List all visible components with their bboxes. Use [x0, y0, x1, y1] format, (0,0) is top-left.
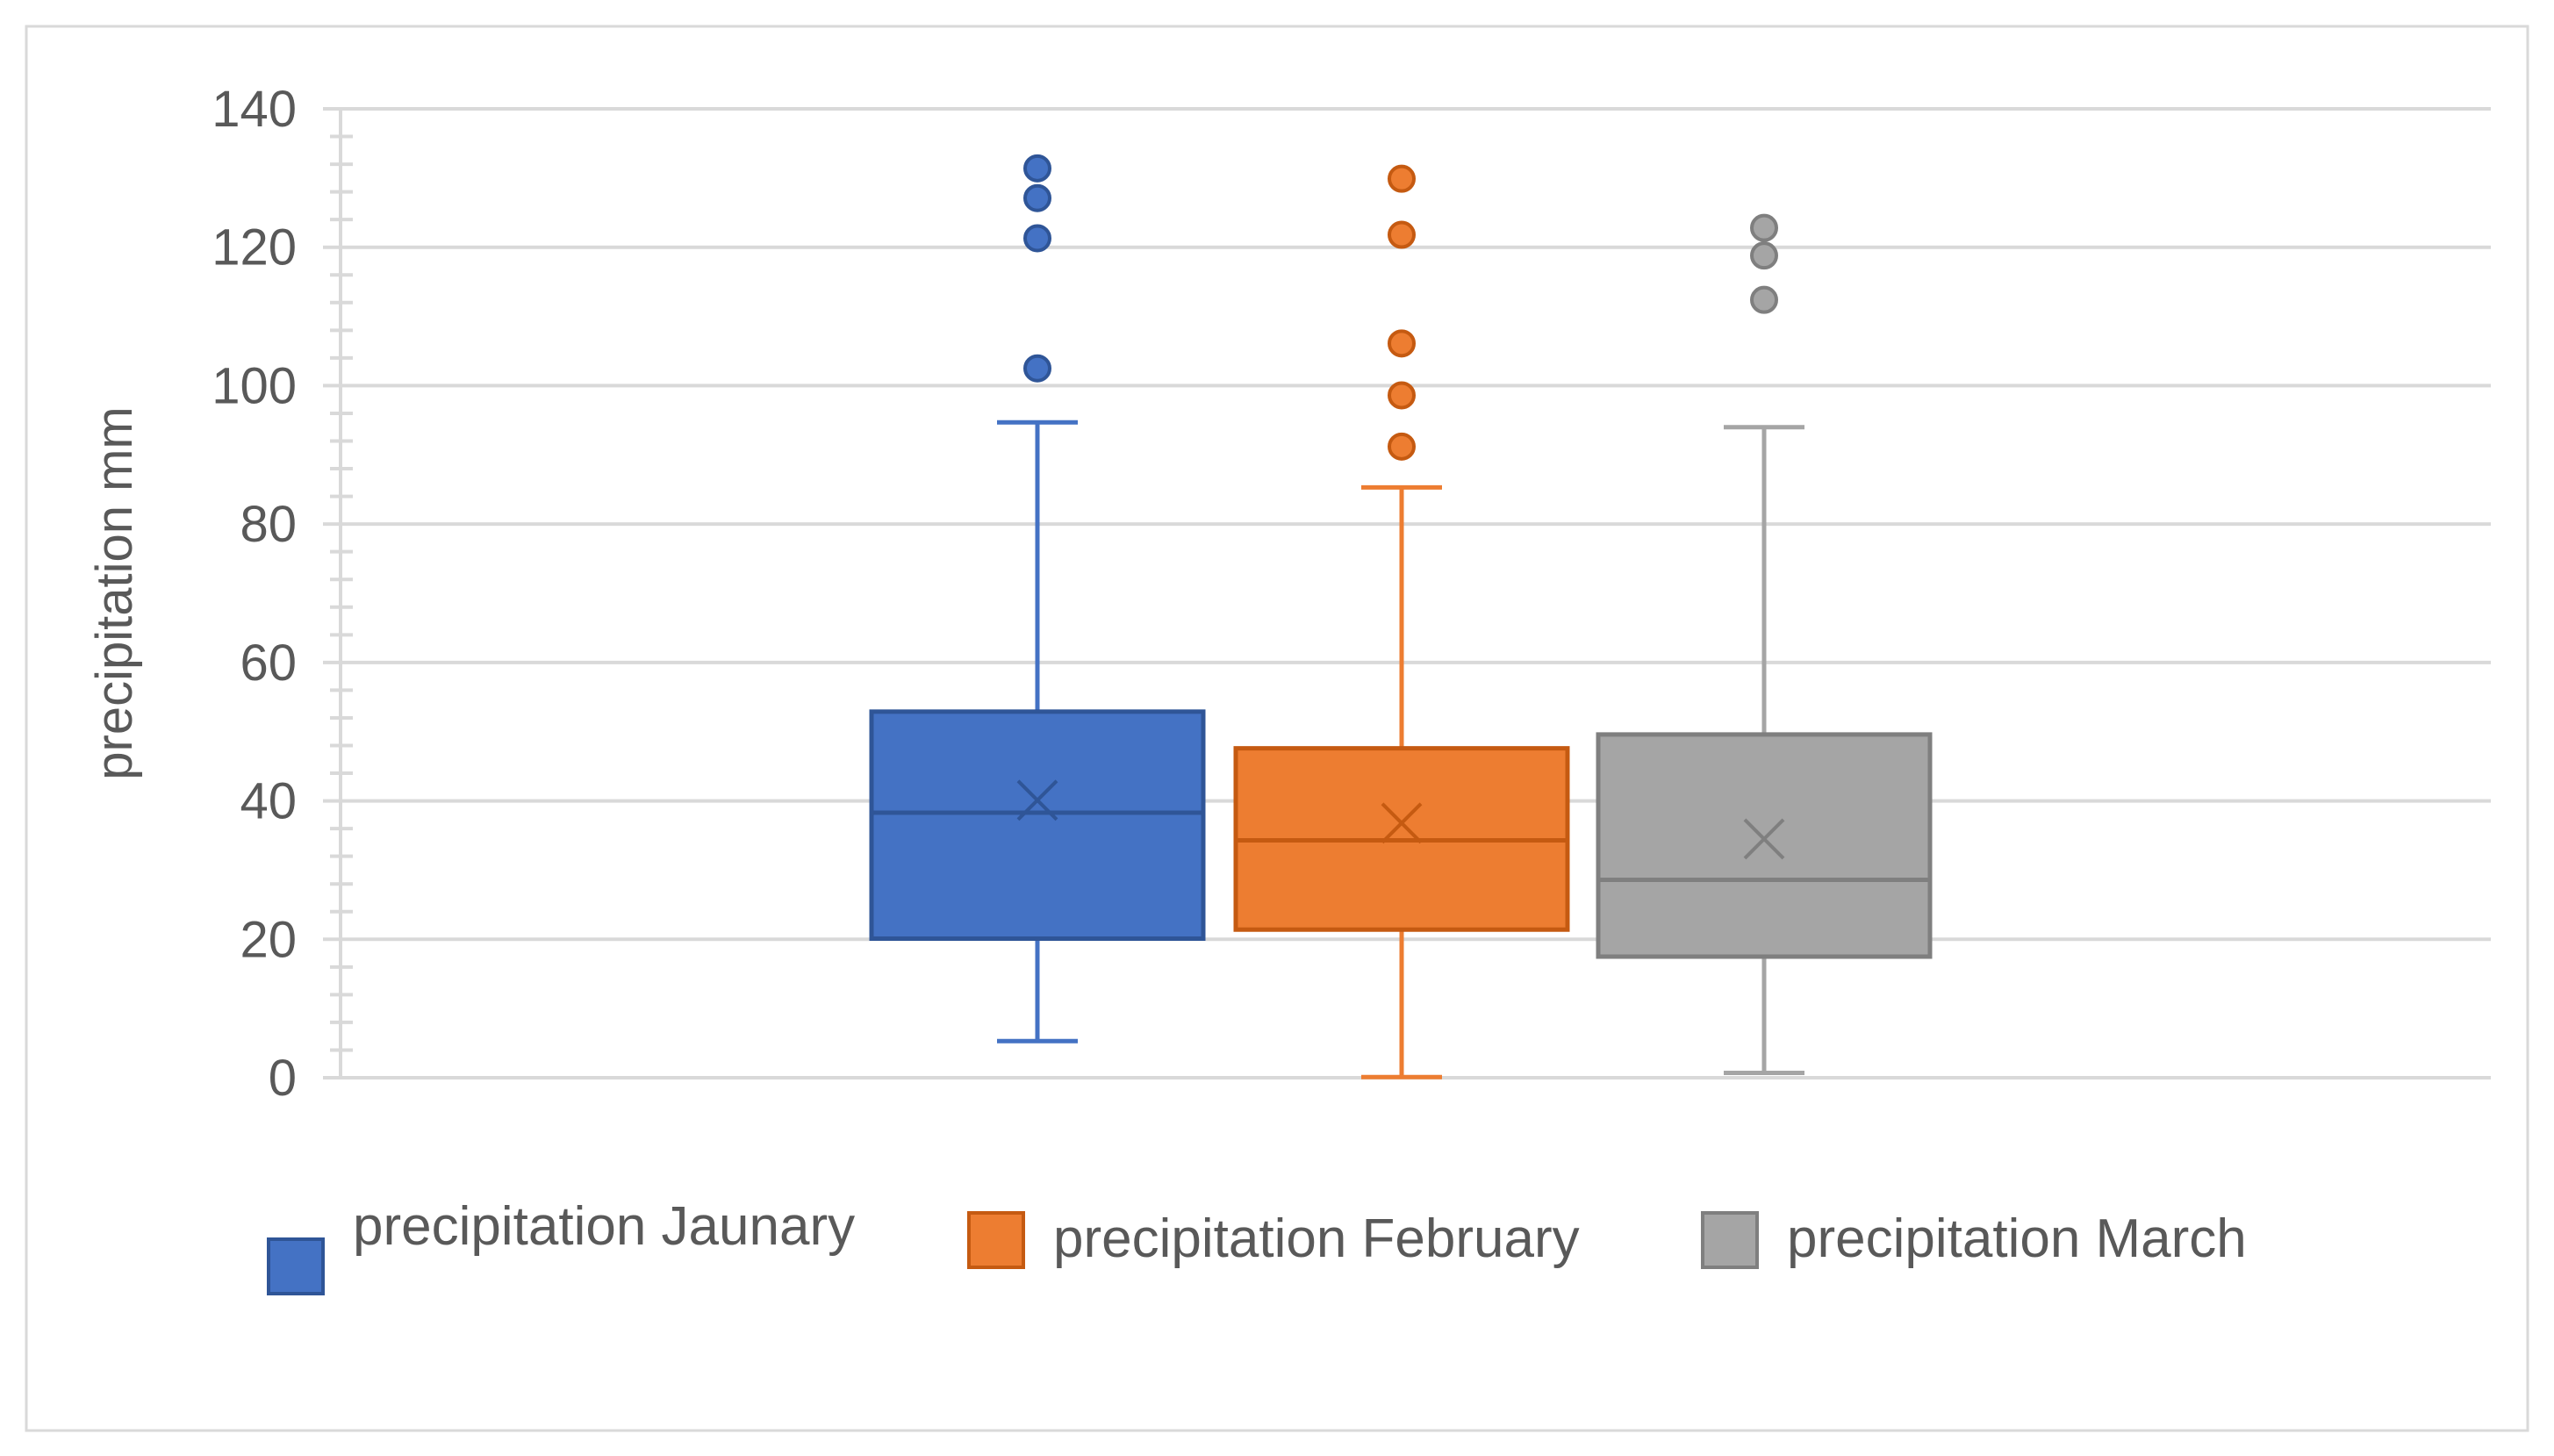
outlier-point	[1750, 241, 1778, 270]
legend-swatch	[1701, 1211, 1759, 1269]
outlier-point	[1750, 285, 1778, 314]
mean-marker	[1016, 779, 1058, 821]
outlier-point	[1023, 183, 1051, 212]
y-tick-label: 20	[240, 911, 297, 968]
box-series	[1596, 213, 1933, 1075]
outlier-point	[1388, 220, 1416, 249]
legend-swatch	[967, 1211, 1025, 1269]
y-tick-label: 0	[269, 1050, 297, 1107]
box	[1596, 732, 1933, 959]
outlier-point	[1388, 381, 1416, 410]
box-series	[1233, 164, 1570, 1079]
y-tick-label: 60	[240, 635, 297, 692]
mean-marker	[1381, 802, 1423, 844]
y-tick-label: 140	[212, 81, 297, 138]
legend-swatch	[267, 1237, 325, 1295]
outlier-point	[1388, 432, 1416, 461]
box	[869, 709, 1206, 941]
outlier-point	[1023, 354, 1051, 383]
legend-label: precipitation March	[1787, 1209, 2247, 1269]
legend-label: precipitation February	[1053, 1209, 1580, 1269]
y-tick-label: 100	[212, 357, 297, 414]
y-tick-label: 40	[240, 773, 297, 830]
legend: precipitation Jaunary precipitation Febru…	[267, 1196, 2247, 1295]
legend-item: precipitation March	[1701, 1209, 2247, 1269]
box-series	[869, 154, 1206, 1044]
outlier-point	[1023, 154, 1051, 183]
mean-marker	[1743, 818, 1785, 860]
chart-border	[25, 25, 2529, 1432]
legend-item: precipitation Jaunary	[267, 1196, 855, 1295]
outlier-point	[1023, 224, 1051, 253]
y-axis-title: precipitation mm	[86, 406, 143, 779]
y-axis: 0 20 40 60 80 100 120 140	[212, 81, 353, 1107]
y-tick-label: 120	[212, 219, 297, 276]
outlier-point	[1388, 329, 1416, 358]
outlier-point	[1750, 213, 1778, 242]
legend-label: precipitation Jaunary	[353, 1196, 855, 1257]
outlier-point	[1388, 164, 1416, 193]
legend-item: precipitation February	[967, 1209, 1580, 1269]
plot-area	[869, 154, 1933, 1079]
gridlines	[341, 107, 2491, 1079]
y-tick-label: 80	[240, 496, 297, 553]
